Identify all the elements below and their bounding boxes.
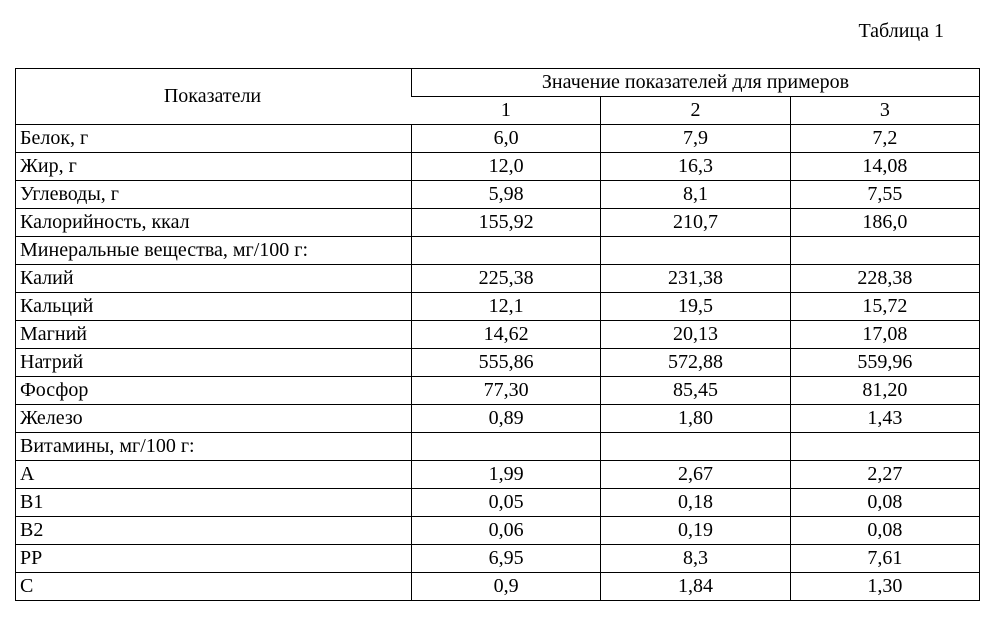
row-value-3 <box>790 433 979 461</box>
row-value-2: 0,18 <box>601 489 790 517</box>
row-value-3: 7,55 <box>790 181 979 209</box>
row-label: B1 <box>16 489 412 517</box>
row-label: PP <box>16 545 412 573</box>
data-table: Показатели Значение показателей для прим… <box>15 68 980 601</box>
row-value-1: 6,0 <box>412 125 601 153</box>
row-value-2: 8,3 <box>601 545 790 573</box>
row-value-1: 0,89 <box>412 405 601 433</box>
row-label: Фосфор <box>16 377 412 405</box>
row-value-3: 15,72 <box>790 293 979 321</box>
row-label: Железо <box>16 405 412 433</box>
row-value-3: 7,61 <box>790 545 979 573</box>
row-value-2: 1,80 <box>601 405 790 433</box>
row-value-3: 2,27 <box>790 461 979 489</box>
header-values-span: Значение показателей для примеров <box>412 69 980 97</box>
row-value-3: 0,08 <box>790 489 979 517</box>
row-value-1 <box>412 237 601 265</box>
table-row: Жир, г12,016,314,08 <box>16 153 980 181</box>
row-value-1: 555,86 <box>412 349 601 377</box>
row-value-1: 14,62 <box>412 321 601 349</box>
table-body: Белок, г6,07,97,2Жир, г12,016,314,08Угле… <box>16 125 980 601</box>
row-value-1: 1,99 <box>412 461 601 489</box>
table-caption: Таблица 1 <box>15 20 984 43</box>
row-value-2: 0,19 <box>601 517 790 545</box>
row-value-1: 12,1 <box>412 293 601 321</box>
table-row: Витамины, мг/100 г: <box>16 433 980 461</box>
row-value-3: 559,96 <box>790 349 979 377</box>
row-value-2: 231,38 <box>601 265 790 293</box>
table-row: Фосфор77,3085,4581,20 <box>16 377 980 405</box>
row-value-3: 228,38 <box>790 265 979 293</box>
row-value-3: 14,08 <box>790 153 979 181</box>
table-row: B10,050,180,08 <box>16 489 980 517</box>
row-value-3: 186,0 <box>790 209 979 237</box>
table-row: Магний14,6220,1317,08 <box>16 321 980 349</box>
row-value-2: 8,1 <box>601 181 790 209</box>
table-row: A1,992,672,27 <box>16 461 980 489</box>
row-value-1: 225,38 <box>412 265 601 293</box>
table-row: Калорийность, ккал155,92210,7186,0 <box>16 209 980 237</box>
row-label: A <box>16 461 412 489</box>
row-value-3: 17,08 <box>790 321 979 349</box>
table-row: Калий225,38231,38228,38 <box>16 265 980 293</box>
row-value-3 <box>790 237 979 265</box>
table-row: Натрий555,86572,88559,96 <box>16 349 980 377</box>
table-row: Железо0,891,801,43 <box>16 405 980 433</box>
row-value-2 <box>601 433 790 461</box>
row-label: Кальций <box>16 293 412 321</box>
table-row: Углеводы, г5,988,17,55 <box>16 181 980 209</box>
row-value-2: 85,45 <box>601 377 790 405</box>
row-value-3: 7,2 <box>790 125 979 153</box>
row-value-2: 19,5 <box>601 293 790 321</box>
header-col-2: 2 <box>601 97 790 125</box>
row-label: Витамины, мг/100 г: <box>16 433 412 461</box>
row-value-1: 0,06 <box>412 517 601 545</box>
row-label: Жир, г <box>16 153 412 181</box>
row-value-3: 1,30 <box>790 573 979 601</box>
header-indicators: Показатели <box>16 69 412 125</box>
row-label: Углеводы, г <box>16 181 412 209</box>
row-label: Магний <box>16 321 412 349</box>
table-row: B20,060,190,08 <box>16 517 980 545</box>
header-col-1: 1 <box>412 97 601 125</box>
row-value-1: 6,95 <box>412 545 601 573</box>
row-value-2: 16,3 <box>601 153 790 181</box>
row-value-2: 7,9 <box>601 125 790 153</box>
row-value-1: 77,30 <box>412 377 601 405</box>
row-value-1: 155,92 <box>412 209 601 237</box>
row-label: Натрий <box>16 349 412 377</box>
row-value-1: 12,0 <box>412 153 601 181</box>
header-row-1: Показатели Значение показателей для прим… <box>16 69 980 97</box>
row-value-2: 572,88 <box>601 349 790 377</box>
row-value-1 <box>412 433 601 461</box>
row-value-1: 0,9 <box>412 573 601 601</box>
row-value-2: 20,13 <box>601 321 790 349</box>
row-label: Калий <box>16 265 412 293</box>
table-row: Минеральные вещества, мг/100 г: <box>16 237 980 265</box>
table-row: PP6,958,37,61 <box>16 545 980 573</box>
row-value-2 <box>601 237 790 265</box>
row-label: Минеральные вещества, мг/100 г: <box>16 237 412 265</box>
row-value-3: 1,43 <box>790 405 979 433</box>
row-value-2: 210,7 <box>601 209 790 237</box>
row-value-1: 5,98 <box>412 181 601 209</box>
table-row: Кальций12,119,515,72 <box>16 293 980 321</box>
header-col-3: 3 <box>790 97 979 125</box>
row-label: C <box>16 573 412 601</box>
table-row: C0,91,841,30 <box>16 573 980 601</box>
table-row: Белок, г6,07,97,2 <box>16 125 980 153</box>
row-value-1: 0,05 <box>412 489 601 517</box>
row-value-3: 81,20 <box>790 377 979 405</box>
row-value-3: 0,08 <box>790 517 979 545</box>
row-value-2: 2,67 <box>601 461 790 489</box>
row-label: B2 <box>16 517 412 545</box>
row-value-2: 1,84 <box>601 573 790 601</box>
row-label: Калорийность, ккал <box>16 209 412 237</box>
row-label: Белок, г <box>16 125 412 153</box>
